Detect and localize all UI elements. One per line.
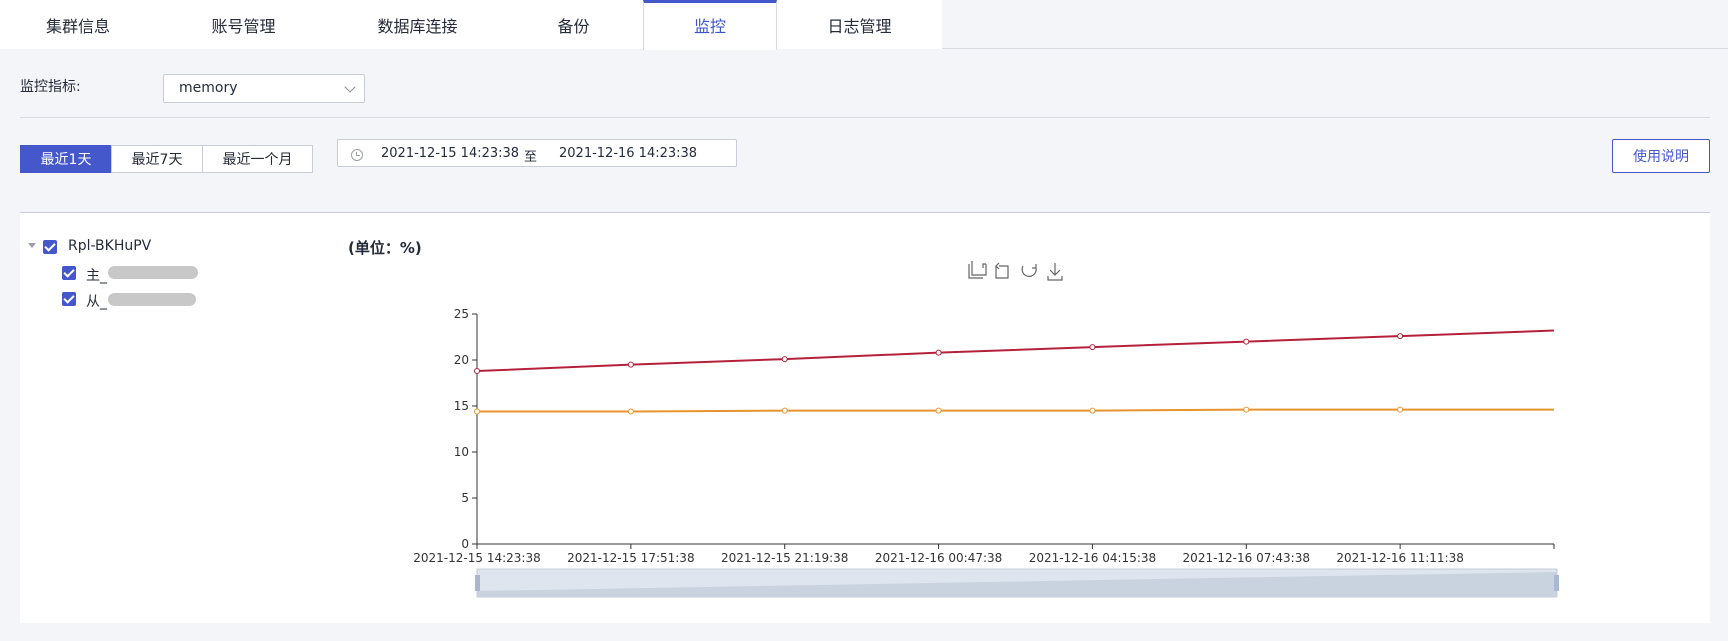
tab-bar: 集群信息 账号管理 数据库连接 备份 监控 日志管理 (0, 0, 1728, 50)
tab-monitoring[interactable]: 监控 (643, 0, 777, 50)
x-tick-label: 2021-12-16 00:47:38 (875, 551, 1002, 565)
metric-select[interactable]: memory (163, 74, 365, 103)
redacted-name (108, 293, 196, 306)
date-range-separator: 至 (524, 150, 538, 165)
x-tick-label: 2021-12-15 17:51:38 (567, 551, 694, 565)
y-tick-label: 25 (454, 307, 469, 321)
zoom-icon[interactable] (968, 261, 987, 279)
y-tick-label: 5 (461, 491, 469, 505)
x-tick-label: 2021-12-15 14:23:38 (413, 551, 540, 565)
x-tick-label: 2021-12-16 04:15:38 (1029, 551, 1156, 565)
zoom-reset-icon[interactable] (995, 262, 1009, 279)
tab-database-connection[interactable]: 数据库连接 (377, 16, 458, 36)
y-tick-label: 10 (454, 445, 469, 459)
data-point (935, 407, 942, 414)
unit-label: (单位：%) (348, 239, 422, 257)
data-point (1397, 333, 1404, 340)
tab-log-management[interactable]: 日志管理 (827, 16, 892, 36)
data-point (781, 407, 788, 414)
data-point (1397, 406, 1404, 413)
series-line-0 (476, 329, 1555, 373)
tree-child-label-replica[interactable]: 从_ (86, 294, 107, 310)
metric-label: 监控指标: (20, 79, 81, 95)
tree-child-checkbox-primary[interactable] (62, 266, 76, 280)
x-tick-label: 2021-12-15 21:19:38 (721, 551, 848, 565)
data-point (474, 408, 480, 415)
metric-select-value: memory (179, 80, 238, 96)
tree-child-checkbox-replica[interactable] (62, 292, 76, 306)
redacted-name (108, 266, 198, 279)
monitor-panel (20, 213, 1710, 623)
tab-cluster-info[interactable]: 集群信息 (45, 16, 110, 36)
y-tick-label: 20 (454, 353, 469, 367)
data-point (781, 356, 788, 363)
data-point (1243, 406, 1250, 413)
date-range-end[interactable]: 2021-12-16 14:23:38 (559, 146, 698, 161)
divider (20, 212, 1710, 213)
data-point (1243, 338, 1250, 345)
range-1-month-button[interactable]: 最近一个月 (202, 145, 313, 173)
clock-icon (351, 149, 363, 161)
series-line-1 (477, 408, 1554, 413)
tab-account-management[interactable]: 账号管理 (211, 16, 276, 36)
x-tick-label: 2021-12-16 07:43:38 (1183, 551, 1310, 565)
x-tick-label: 2021-12-16 11:11:38 (1336, 551, 1463, 565)
download-icon[interactable] (1047, 263, 1063, 281)
tree-root-checkbox[interactable] (43, 240, 57, 254)
slider-handle-left[interactable] (475, 575, 480, 591)
refresh-icon[interactable] (1021, 264, 1037, 277)
data-point (627, 408, 634, 415)
data-zoom-slider[interactable] (475, 568, 1559, 598)
chart-series (474, 329, 1555, 415)
data-point (1089, 344, 1096, 351)
usage-instructions-button[interactable]: 使用说明 (1612, 139, 1710, 173)
data-point (935, 349, 942, 356)
expand-caret-icon[interactable] (28, 243, 36, 248)
tab-strip: 集群信息 账号管理 数据库连接 备份 监控 日志管理 (0, 0, 942, 50)
slider-handle-right[interactable] (1554, 575, 1559, 591)
data-point (627, 361, 634, 368)
y-tick-label: 0 (461, 537, 469, 551)
chart-axes: 0 5 10 15 20 25 2021-12-15 14:23:38 2021-12-15 … (413, 307, 1555, 565)
range-7-days-button[interactable]: 最近7天 (111, 145, 203, 173)
divider (20, 117, 1710, 118)
tree-root-label[interactable]: Rpl-BKHuPV (68, 238, 152, 254)
date-range-start[interactable]: 2021-12-15 14:23:38 (381, 146, 520, 161)
y-tick-label: 15 (454, 399, 469, 413)
date-range-picker[interactable]: 2021-12-15 14:23:38 至 2021-12-16 14:23:3… (337, 139, 737, 167)
time-range-selector: 最近1天 最近7天 最近一个月 (20, 145, 313, 173)
tab-backup[interactable]: 备份 (557, 16, 590, 36)
tree-child-label-primary[interactable]: 主_ (86, 268, 107, 284)
data-point (474, 368, 480, 375)
data-point (1089, 407, 1096, 414)
